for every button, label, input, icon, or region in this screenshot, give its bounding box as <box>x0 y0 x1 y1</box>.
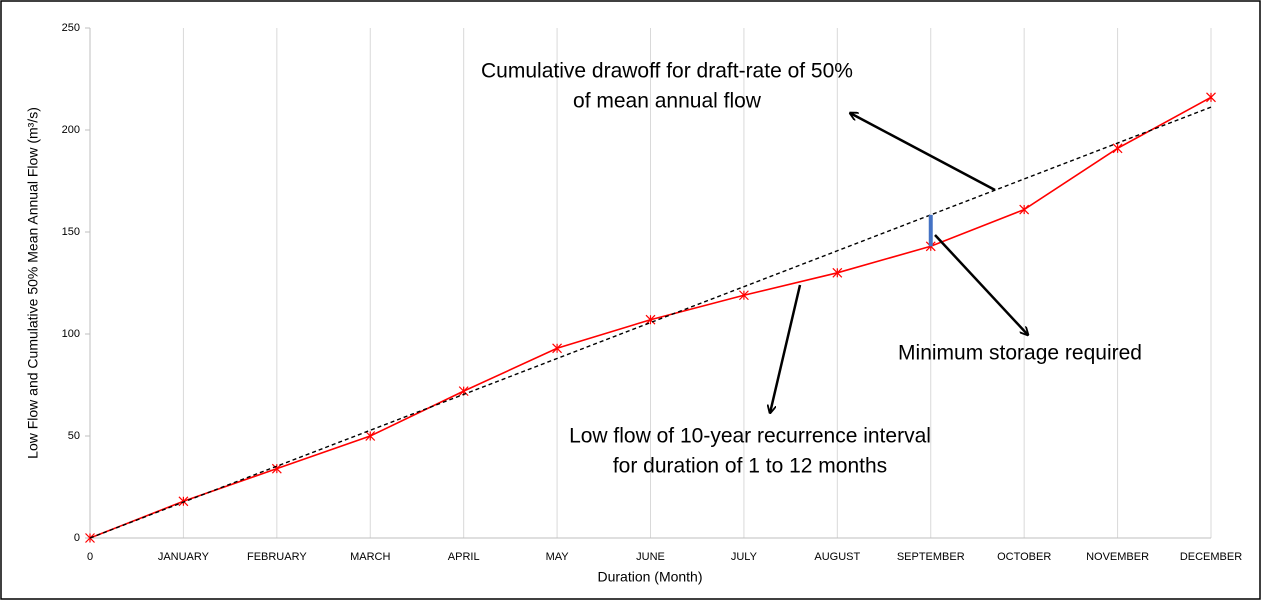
data-point <box>1019 204 1030 215</box>
x-tick-label: SEPTEMBER <box>897 551 965 563</box>
annotation-arrow <box>770 284 802 413</box>
data-point <box>645 314 656 325</box>
annotation-text: Minimum storage required <box>898 342 1142 365</box>
x-tick-label: FEBRUARY <box>247 551 307 563</box>
x-tick-label: OCTOBER <box>997 551 1051 563</box>
y-tick-label: 150 <box>62 226 80 238</box>
x-tick-label: DECEMBER <box>1180 551 1242 563</box>
x-tick-label: AUGUST <box>814 551 860 563</box>
annotation-arrow <box>850 113 996 192</box>
x-tick-label: MARCH <box>350 551 390 563</box>
annotation-text: Low flow of 10-year recurrence interval <box>569 425 931 448</box>
x-tick-label: JUNE <box>636 551 665 563</box>
y-axis-title: Low Flow and Cumulative 50% Mean Annual … <box>25 107 41 459</box>
y-tick-label: 0 <box>74 532 80 544</box>
x-tick-label: 0 <box>87 551 93 563</box>
data-point <box>738 290 749 301</box>
data-point <box>552 343 563 354</box>
data-point <box>1206 92 1216 103</box>
x-tick-label: JULY <box>731 551 758 563</box>
data-point <box>1112 143 1123 154</box>
y-tick-label: 100 <box>62 328 80 340</box>
x-tick-label: APRIL <box>448 551 480 563</box>
data-point <box>365 431 376 441</box>
annotation-text: of mean annual flow <box>573 90 762 113</box>
x-tick-label: MAY <box>546 551 570 563</box>
data-point <box>178 496 189 507</box>
y-tick-label: 250 <box>62 22 80 34</box>
annotation-text: Cumulative drawoff for draft-rate of 50% <box>481 60 853 83</box>
annotation-text: for duration of 1 to 12 months <box>613 455 887 478</box>
y-tick-label: 50 <box>68 430 80 442</box>
y-tick-label: 200 <box>62 124 80 136</box>
x-tick-label: NOVEMBER <box>1086 551 1149 563</box>
annotation-arrow <box>934 234 1028 335</box>
data-point <box>832 267 843 278</box>
x-axis-title: Duration (Month) <box>597 569 702 585</box>
x-tick-label: JANUARY <box>158 551 210 563</box>
